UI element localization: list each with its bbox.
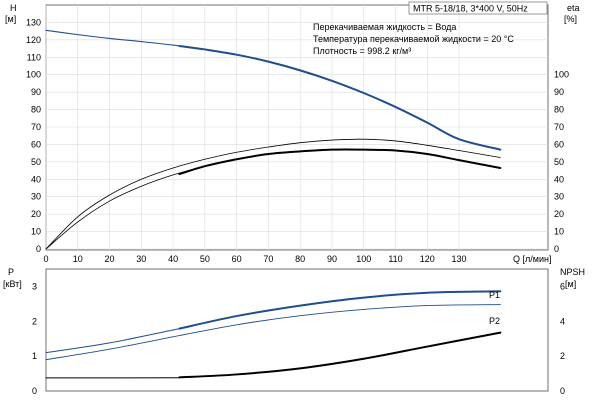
flow-tick-50: 50 [200, 254, 210, 264]
eta-tick-40: 40 [554, 174, 564, 184]
eta-axis-label: eta [567, 3, 580, 13]
head-axis-unit: [м] [5, 14, 16, 24]
head-tick-100: 100 [26, 70, 41, 80]
flow-tick-110: 110 [388, 254, 402, 264]
top-series-line-3 [45, 149, 501, 250]
top-grid [45, 5, 548, 250]
title-box [408, 1, 548, 15]
info-line-temperature: Температура перекачиваемой жидкости = 20… [313, 34, 514, 44]
head-axis-label: H [10, 3, 17, 13]
head-tick-60: 60 [31, 139, 41, 149]
head-tick-110: 110 [27, 52, 41, 62]
top-series-line-0 [45, 29, 501, 151]
head-tick-30: 30 [31, 192, 41, 202]
chart-title: MTR 5-18/18, 3*400 V, 50Hz [413, 4, 528, 14]
info-line-density: Плотность = 998.2 кг/м³ [313, 46, 411, 56]
bottom-panel-frame [45, 268, 549, 392]
curves [45, 29, 502, 379]
flow-tick-80: 80 [295, 254, 305, 264]
flow-tick-90: 90 [327, 254, 337, 264]
power-tick-2: 2 [32, 316, 37, 326]
npsh-tick-4: 4 [560, 316, 565, 326]
eta-tick-50: 50 [554, 157, 564, 167]
flow-tick-120: 120 [420, 254, 435, 264]
head-tick-80: 80 [31, 105, 41, 115]
eta-tick-30: 30 [554, 192, 564, 202]
eta-tick-100: 100 [554, 70, 569, 80]
power-axis-unit: [кВт] [3, 279, 22, 289]
power-tick-3: 3 [32, 281, 37, 291]
flow-tick-40: 40 [168, 254, 178, 264]
eta-tick-90: 90 [554, 87, 564, 97]
head-tick-50: 50 [31, 157, 41, 167]
head-tick-70: 70 [31, 122, 41, 132]
eta-tick-10: 10 [554, 227, 564, 237]
eta-tick-0: 0 [554, 244, 559, 254]
eta-axis-unit: [%] [564, 14, 577, 24]
head-tick-10: 10 [31, 227, 41, 237]
p2-label: P2 [489, 316, 500, 326]
info-line-liquid: Перекачиваемая жидкость = Вода [313, 22, 456, 32]
flow-tick-60: 60 [232, 254, 242, 264]
bottom-series-line-0 [45, 290, 501, 354]
power-tick-1: 1 [32, 351, 37, 361]
eta-tick-60: 60 [554, 139, 564, 149]
head-tick-130: 130 [26, 17, 41, 27]
top-series-line-4 [178, 148, 502, 176]
flow-axis-label: Q [л/мин] [513, 254, 551, 264]
npsh-tick-0: 0 [560, 386, 565, 396]
top-series-line-2 [45, 138, 501, 250]
eta-tick-80: 80 [554, 105, 564, 115]
flow-tick-0: 0 [43, 254, 48, 264]
power-axis-label: P [8, 267, 14, 277]
head-tick-40: 40 [31, 174, 41, 184]
eta-tick-20: 20 [554, 209, 564, 219]
npsh-axis-unit: [м] [565, 279, 576, 289]
bottom-series-line-4 [178, 331, 502, 379]
bottom-series-line-1 [178, 290, 502, 330]
npsh-tick-6: 6 [560, 281, 565, 291]
power-tick-0: 0 [32, 386, 37, 396]
npsh-tick-2: 2 [560, 351, 565, 361]
head-tick-20: 20 [31, 209, 41, 219]
top-series-line-1 [178, 44, 502, 151]
flow-tick-20: 20 [105, 254, 115, 264]
npsh-axis-label: NPSH [560, 267, 585, 277]
bottom-series-line-2 [45, 304, 501, 361]
p1-label: P1 [489, 290, 500, 300]
head-tick-90: 90 [31, 87, 41, 97]
flow-tick-100: 100 [356, 254, 371, 264]
head-tick-120: 120 [26, 35, 41, 45]
flow-tick-30: 30 [136, 254, 146, 264]
flow-tick-130: 130 [452, 254, 467, 264]
flow-tick-10: 10 [73, 254, 83, 264]
flow-tick-70: 70 [263, 254, 273, 264]
head-tick-0: 0 [36, 244, 41, 254]
eta-tick-70: 70 [554, 122, 564, 132]
